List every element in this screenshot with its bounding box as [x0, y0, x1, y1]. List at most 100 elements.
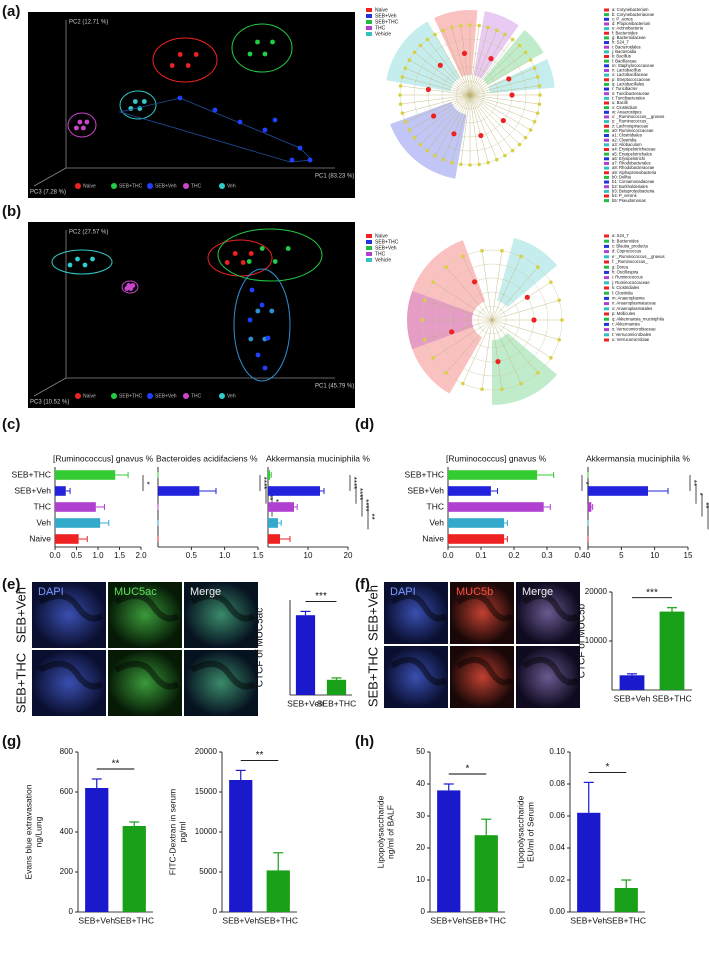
legend-label: SEB+Veh: [375, 245, 397, 251]
pca-axis-label: PC2 (12.71 %): [69, 20, 108, 26]
clade-branch: [462, 256, 493, 321]
clade-branch: [402, 76, 471, 96]
taxon-label: l: Clostridia: [612, 290, 633, 295]
pca-point: [185, 63, 191, 68]
legend-swatch: [604, 328, 609, 332]
clade-node: [500, 248, 504, 253]
taxon-label: v: Clostridium: [612, 105, 638, 110]
taxon-label: h: Oscillospira: [612, 270, 639, 275]
clade-node: [500, 117, 506, 124]
pca-point: [177, 52, 183, 57]
clade-branch: [491, 250, 503, 321]
taxon-label: b0: Delftia: [612, 175, 632, 180]
taxon-label: j: Ruminococcaceae: [611, 280, 650, 285]
x-tick-label: 1.5: [252, 551, 264, 560]
channel-label: Merge: [522, 586, 553, 598]
x-tick-label: SEB+THC: [115, 915, 154, 925]
taxon-label: r: Turicibacter: [612, 86, 638, 91]
clade-branch: [433, 281, 493, 321]
tissue-outline: [522, 593, 580, 622]
pca-ellipse: [119, 90, 157, 120]
pca-point: [289, 157, 295, 163]
clade-branch: [491, 256, 522, 321]
bar: [268, 502, 294, 512]
clade-branch: [462, 319, 493, 384]
clade-branch: [405, 94, 471, 122]
taxon-label: b: Bacteroides: [612, 238, 639, 243]
taxon-label: a2: Clostridia: [612, 137, 637, 142]
x-tick-label: 0.0: [49, 551, 61, 560]
bar: [448, 470, 538, 480]
chart-title: [Ruminococcus] gnavus %: [446, 453, 547, 463]
bar: [614, 888, 638, 912]
legend-swatch: [604, 73, 609, 77]
pca-point: [272, 259, 278, 264]
taxon-label: u: Bacilli: [612, 100, 628, 105]
clade-branch: [460, 94, 471, 165]
taxon-label: d: Propionibacterium: [612, 21, 651, 26]
pca-point: [90, 256, 95, 262]
clade-sector: [434, 10, 478, 77]
clade-node: [549, 356, 553, 360]
legend-swatch: [604, 50, 609, 54]
clade-node: [509, 92, 515, 98]
taxon-label: q: Akkermansia_muciniphila: [612, 316, 665, 321]
significance: *: [466, 764, 470, 775]
clade-branch: [414, 52, 471, 96]
legend-swatch: [75, 393, 81, 399]
taxon-label: d: Coprococcus: [612, 249, 641, 254]
legend-label: Vehicle: [375, 257, 391, 263]
legend-swatch: [604, 185, 609, 189]
clade-branch: [469, 94, 506, 156]
micrograph: [32, 582, 106, 648]
clade-node: [433, 153, 437, 158]
legend-swatch: [604, 31, 609, 35]
bar: [295, 615, 316, 695]
legend-swatch: [366, 20, 372, 24]
significance: ****: [349, 477, 358, 489]
legend-label: Vehicle: [375, 31, 391, 37]
clade-branch: [434, 34, 471, 96]
legend-swatch: [366, 32, 372, 36]
clade-node: [517, 142, 522, 147]
clade-node: [412, 50, 417, 55]
clade-node: [459, 162, 463, 167]
legend-swatch: [604, 166, 609, 170]
channel-label: MUC5ac: [114, 586, 157, 598]
y-tick-label: 0.10: [549, 747, 565, 756]
bar: [55, 502, 96, 512]
micrograph: [108, 650, 182, 716]
tissue-outline: [114, 593, 180, 622]
legend-swatch: [604, 234, 609, 238]
clade-node: [523, 135, 528, 140]
legend-swatch: [604, 338, 609, 342]
legend-swatch: [604, 255, 609, 259]
clade-branch: [427, 94, 471, 151]
legend-label: THC: [191, 183, 202, 189]
bar: [448, 534, 505, 544]
legend-swatch: [604, 148, 609, 151]
legend-swatch: [111, 183, 117, 189]
taxon-label: s: Verrucomicrobiaceae: [612, 327, 656, 332]
clade-node: [477, 162, 481, 167]
clade-branch: [469, 94, 535, 122]
micrograph: [384, 646, 448, 708]
bar: [577, 812, 601, 912]
legend-swatch: [604, 78, 609, 82]
legend-swatch: [604, 120, 609, 124]
clade-branch: [469, 94, 538, 114]
y-tick-label: 10000: [585, 636, 608, 645]
legend-label: THC: [375, 25, 386, 31]
clade-node: [486, 25, 490, 30]
significance: **: [689, 480, 698, 486]
x-tick-label: SEB+Veh: [287, 698, 324, 708]
clade-branch: [405, 68, 471, 96]
taxon-label: a9: Alphaproteobacteria: [612, 170, 657, 175]
clade-node: [532, 66, 537, 71]
taxon-label: a7: Rhodobacterales: [612, 161, 651, 166]
y-tick-label: THC: [34, 501, 51, 511]
pca-ellipse: [152, 37, 218, 83]
tissue-outline: [456, 657, 514, 686]
pca-point: [249, 287, 255, 293]
